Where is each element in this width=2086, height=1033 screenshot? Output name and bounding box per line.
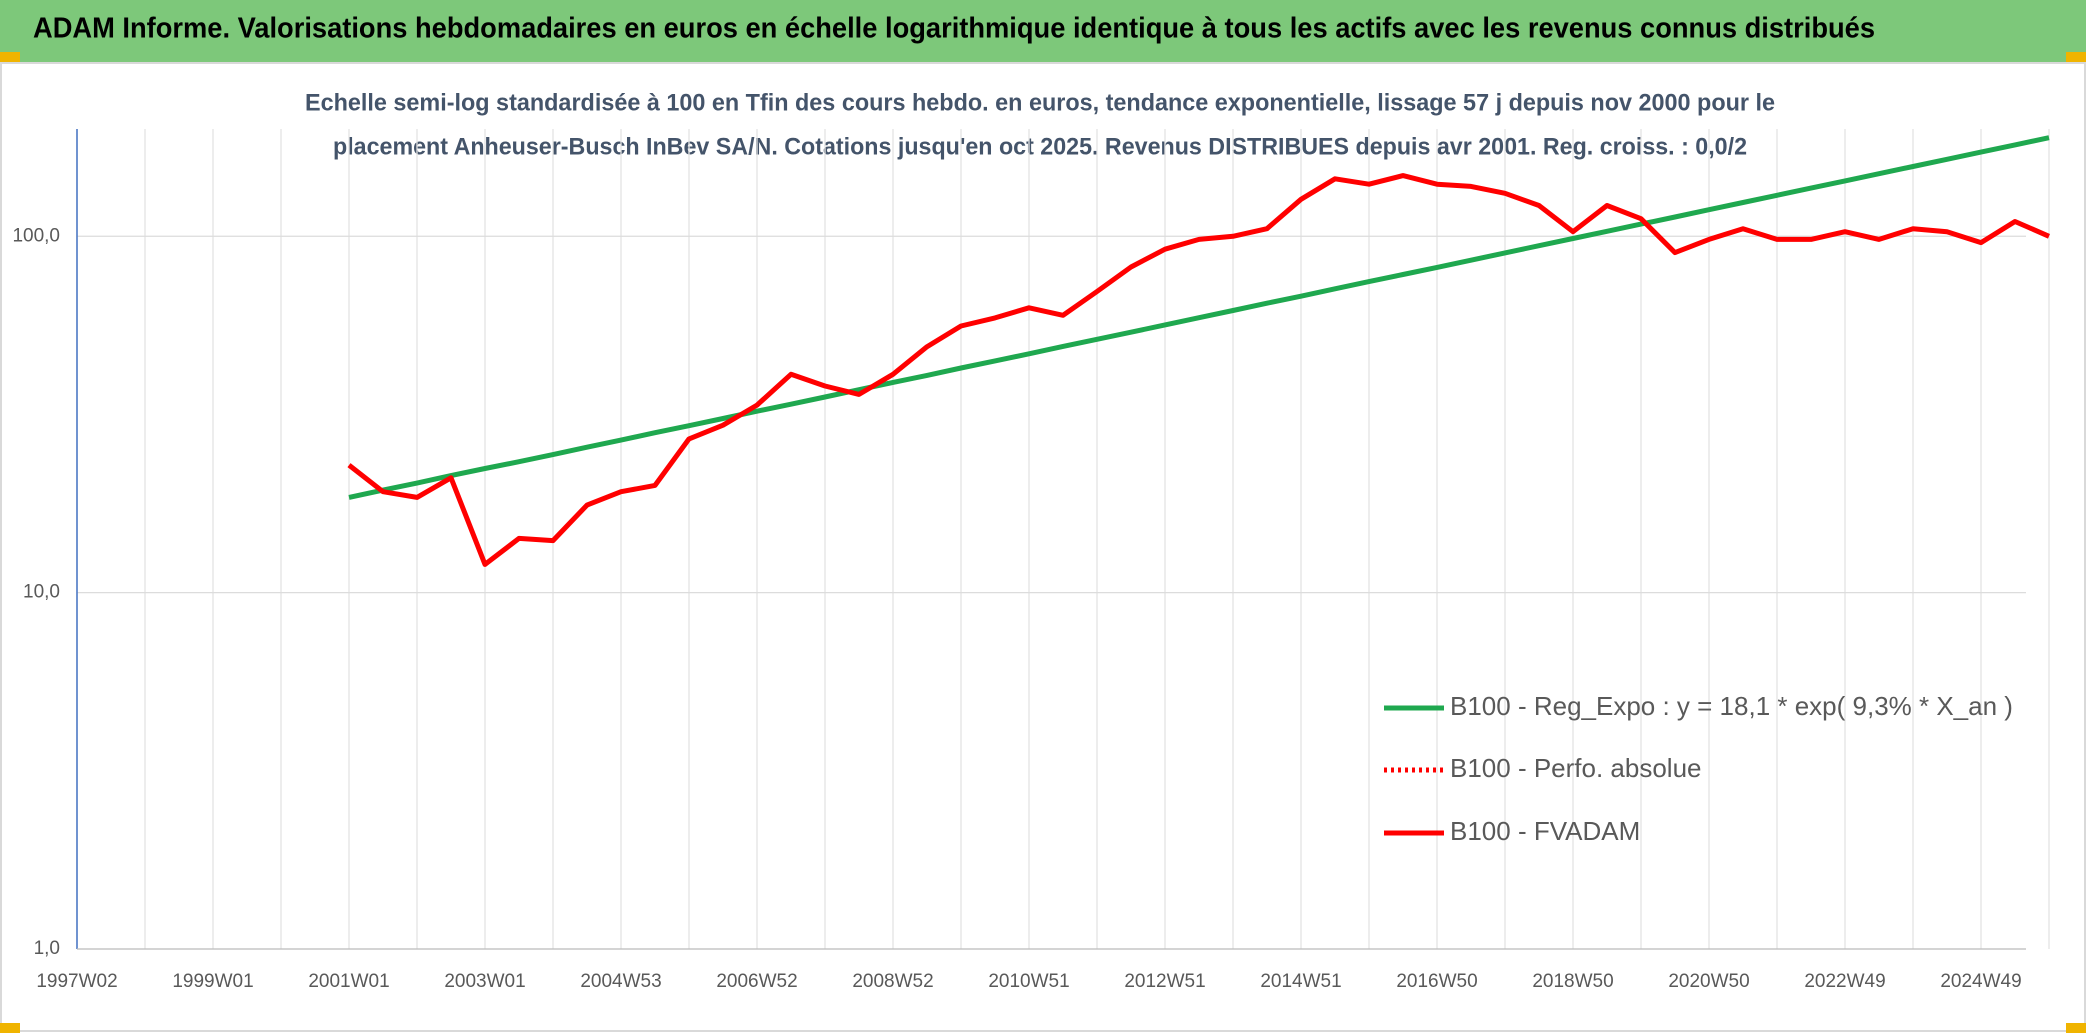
x-tick-label: 2024W49 bbox=[1940, 971, 2021, 992]
x-tick-label: 2006W52 bbox=[716, 971, 797, 992]
legend-label: B100 - FVADAM bbox=[1450, 816, 1640, 846]
legend-label: B100 - Reg_Expo : y = 18,1 * exp( 9,3% *… bbox=[1450, 691, 2013, 721]
chart-subtitle: placement Anheuser-Busch InBev SA/N. Cot… bbox=[333, 133, 1747, 160]
x-tick-label: 2003W01 bbox=[444, 971, 525, 992]
corner bbox=[0, 52, 20, 62]
chart-subtitle: Echelle semi-log standardisée à 100 en T… bbox=[305, 89, 1775, 116]
header-bar bbox=[0, 0, 2086, 62]
legend-label: B100 - Perfo. absolue bbox=[1450, 753, 1702, 783]
y-tick-label: 100,0 bbox=[12, 225, 60, 246]
x-tick-label: 2012W51 bbox=[1124, 971, 1205, 992]
corner bbox=[2066, 52, 2086, 62]
y-tick-label: 10,0 bbox=[23, 582, 60, 603]
chart-title: ADAM Informe. Valorisations hebdomadaire… bbox=[33, 13, 1875, 45]
x-tick-label: 1997W02 bbox=[36, 971, 117, 992]
x-tick-label: 2018W50 bbox=[1532, 971, 1613, 992]
chart-border bbox=[0, 62, 2086, 1032]
corner bbox=[0, 1023, 20, 1033]
x-tick-label: 2001W01 bbox=[308, 971, 389, 992]
corner bbox=[2066, 1023, 2086, 1033]
y-tick-label: 1,0 bbox=[34, 938, 60, 959]
x-tick-label: 2022W49 bbox=[1804, 971, 1885, 992]
x-tick-label: 1999W01 bbox=[172, 971, 253, 992]
x-tick-label: 2008W52 bbox=[852, 971, 933, 992]
series-line bbox=[347, 173, 2050, 567]
x-tick-label: 2004W53 bbox=[580, 971, 661, 992]
x-tick-label: 2014W51 bbox=[1260, 971, 1341, 992]
series-line bbox=[348, 135, 2050, 500]
x-tick-label: 2010W51 bbox=[988, 971, 1069, 992]
x-tick-label: 2020W50 bbox=[1668, 971, 1749, 992]
x-tick-label: 2016W50 bbox=[1396, 971, 1477, 992]
